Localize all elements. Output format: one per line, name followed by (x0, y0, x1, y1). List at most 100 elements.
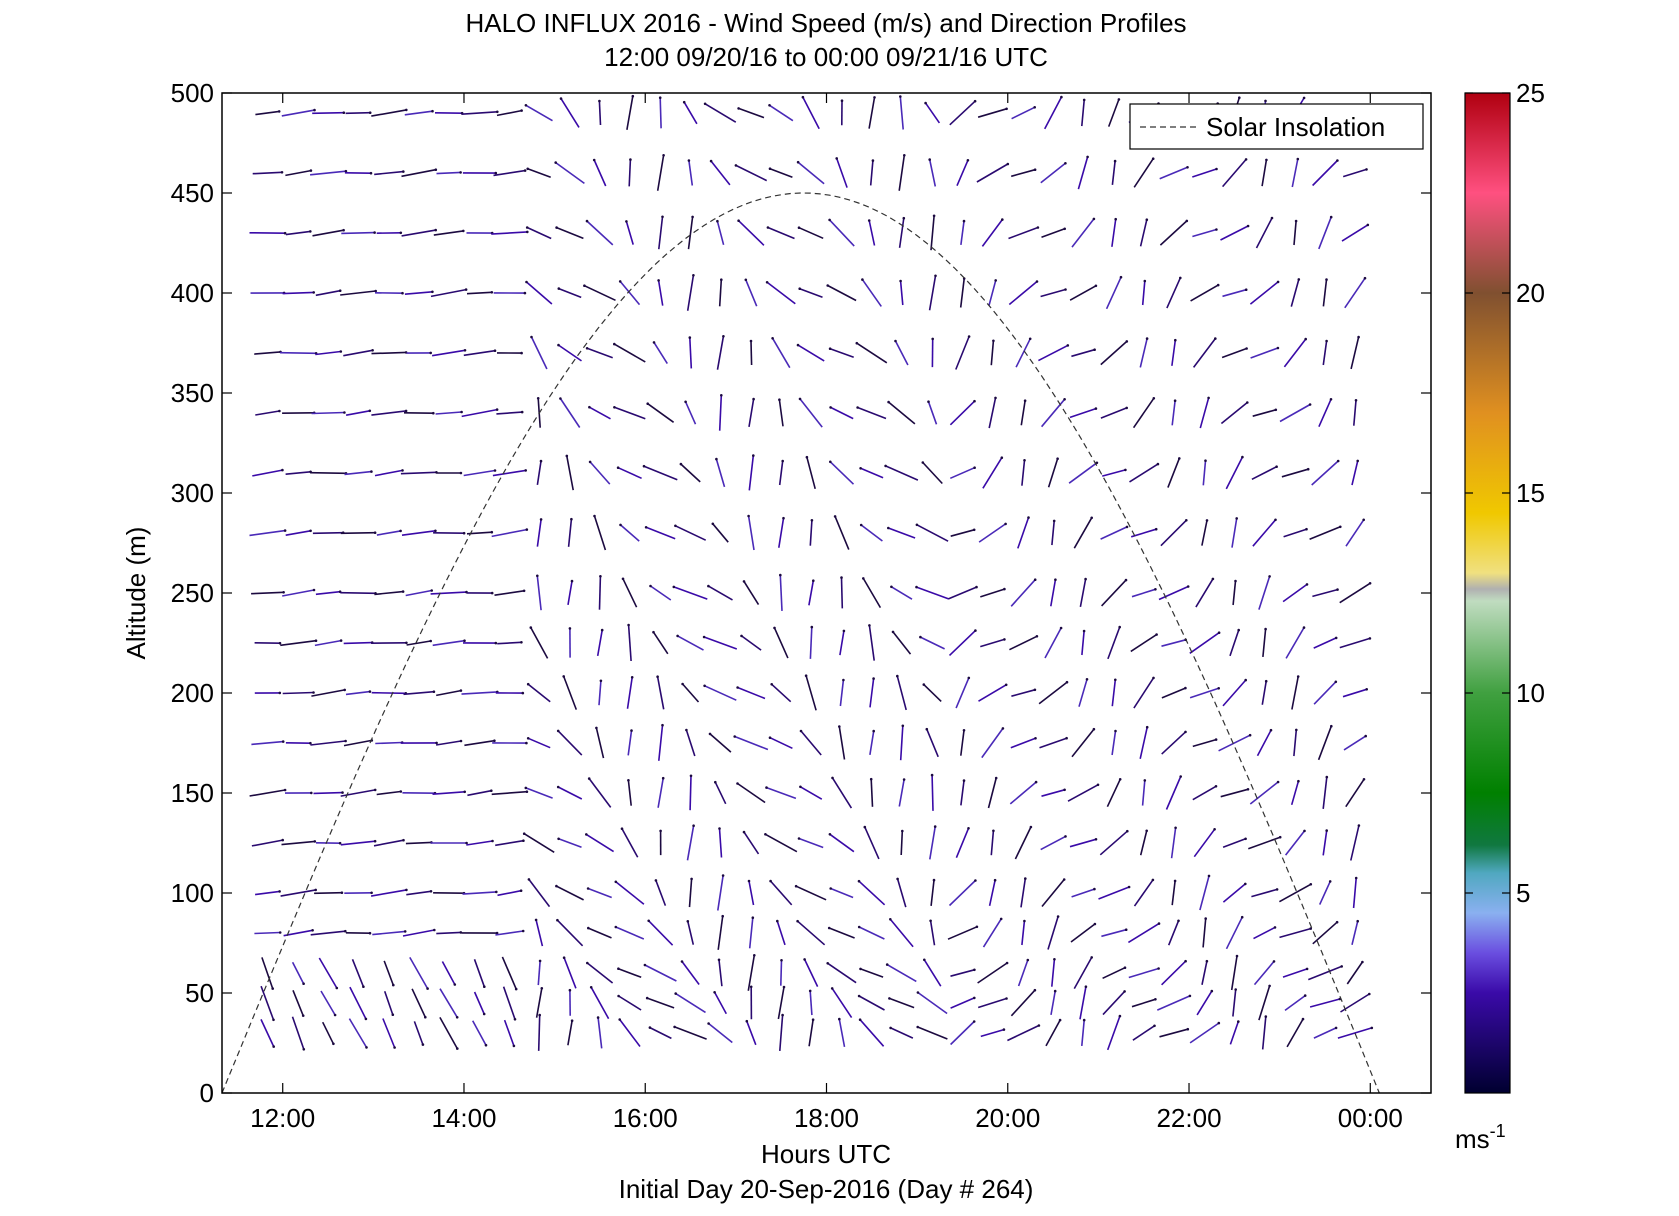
wind-barb (884, 464, 919, 481)
wind-barb (687, 215, 694, 250)
wind-barb (283, 929, 314, 937)
wind-barb (344, 891, 373, 895)
wind-barb (1171, 879, 1177, 906)
wind-barb (432, 639, 466, 647)
wind-barb (915, 523, 949, 542)
wind-barb (1127, 922, 1161, 944)
wind-barb (1221, 158, 1248, 188)
wind-barb (313, 791, 344, 795)
wind-barb (496, 109, 523, 117)
wind-barb (1202, 917, 1207, 948)
wind-barb (950, 968, 976, 977)
wind-barb (687, 159, 694, 186)
wind-barb (747, 954, 756, 991)
wind-barb (1111, 159, 1117, 185)
wind-barb (736, 782, 766, 804)
wind-barb (1102, 990, 1126, 1016)
wind-barb (583, 284, 616, 302)
legend-box (1129, 103, 1424, 150)
wind-barb (1079, 985, 1088, 1020)
wind-barb (525, 226, 552, 240)
wind-barb (1128, 967, 1160, 979)
wind-barb (674, 992, 706, 1014)
wind-barb (534, 918, 544, 947)
wind-barb (626, 94, 635, 130)
wind-barb (840, 576, 844, 609)
wind-barb (1220, 401, 1249, 425)
wind-barb (404, 109, 434, 116)
wind-barb (1351, 459, 1359, 486)
legend: Solar Insolation (1129, 103, 1424, 150)
wind-barb (592, 158, 607, 187)
wind-barb (374, 291, 404, 295)
wind-barb (1171, 338, 1177, 366)
wind-barb (284, 791, 313, 795)
wind-barb (1252, 408, 1278, 417)
wind-barb (1189, 1021, 1221, 1044)
wind-barb (371, 108, 408, 117)
wind-barb (585, 347, 613, 359)
wind-barb (809, 519, 814, 546)
wind-barb (826, 962, 857, 984)
wind-barb (1161, 959, 1187, 986)
wind-barb (495, 691, 525, 695)
wind-barb (406, 890, 433, 896)
wind-barb (436, 689, 463, 697)
wind-barb (652, 630, 669, 655)
wind-barb (1014, 825, 1033, 860)
wind-barb (949, 99, 977, 126)
wind-barb (1040, 162, 1067, 184)
wind-barb (436, 931, 463, 935)
wind-barb (348, 1018, 368, 1049)
wind-barb (796, 343, 825, 362)
wind-barb (1101, 578, 1128, 607)
wind-barb (567, 1019, 574, 1046)
wind-barb (462, 171, 498, 175)
wind-barb (249, 231, 287, 235)
wind-barb (1100, 340, 1129, 366)
wind-barb (768, 736, 793, 750)
wind-barb (343, 349, 374, 357)
wind-barb (1078, 678, 1089, 707)
wind-barb (988, 396, 997, 429)
chart-title: HALO INFLUX 2016 - Wind Speed (m/s) and … (465, 8, 1186, 38)
wind-barbs (249, 94, 1374, 1051)
wind-barb (1139, 829, 1148, 856)
wind-barb (1222, 882, 1247, 903)
wind-barb (649, 584, 672, 601)
wind-barb (1081, 1018, 1086, 1046)
wind-barb (321, 1021, 335, 1046)
wind-barb (1341, 223, 1370, 242)
wind-barb (496, 410, 524, 415)
wind-barb (537, 1013, 541, 1051)
wind-barb (916, 991, 948, 1015)
wind-barb (382, 1018, 396, 1049)
wind-barb (1010, 737, 1037, 749)
wind-barb (557, 287, 582, 299)
wind-barb (859, 523, 883, 542)
wind-barb (1225, 915, 1244, 950)
wind-barb (628, 158, 632, 187)
wind-barb (376, 790, 403, 796)
wind-barb (406, 639, 433, 646)
wind-barb (617, 994, 642, 1011)
wind-barb (980, 1028, 1006, 1038)
wind-barb (291, 1016, 306, 1051)
wind-barb (433, 229, 465, 236)
wind-barb (496, 351, 523, 355)
wind-barb (833, 515, 850, 550)
wind-barb (340, 289, 378, 296)
wind-barb (613, 342, 646, 363)
wind-barb (778, 398, 784, 427)
wind-barb (462, 641, 498, 645)
wind-barb (859, 467, 884, 479)
wind-barb (1339, 582, 1372, 604)
wind-barb (1051, 958, 1056, 987)
wind-barb (867, 219, 876, 246)
wind-barb (718, 394, 723, 431)
wind-barb (1291, 675, 1300, 710)
wind-barb (596, 1016, 603, 1049)
wind-barb (1350, 335, 1360, 370)
wind-barb (411, 988, 427, 1019)
wind-barb (1293, 728, 1298, 757)
